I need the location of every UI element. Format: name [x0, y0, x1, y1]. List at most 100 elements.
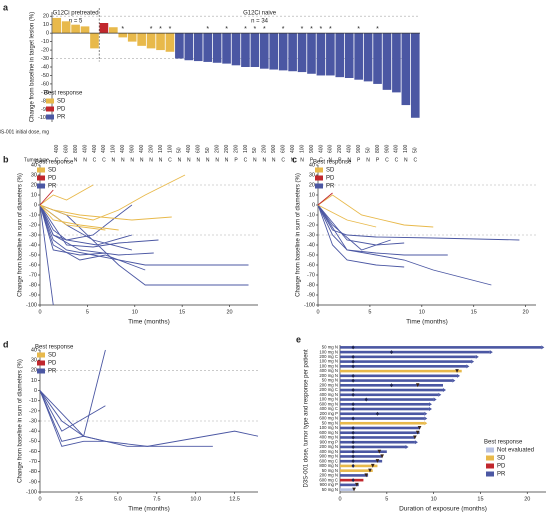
y-tick-label: -90: [29, 292, 37, 298]
legend-swatch: [486, 471, 494, 477]
exposure-bar: [340, 469, 373, 472]
legend-swatch: [37, 175, 45, 181]
bar: [259, 33, 269, 69]
exposure-bar: [340, 450, 387, 453]
row-label: 900 mg P: [320, 482, 339, 487]
group-count: n = 5: [69, 19, 83, 25]
y-tick-label: 10: [31, 192, 37, 198]
dose-label: 50: [252, 147, 258, 153]
exposure-bar: [340, 421, 425, 425]
y-tick-label: -70: [29, 459, 37, 465]
dose-label: 400: [394, 144, 400, 153]
legend-swatch: [315, 167, 323, 173]
x-axis-label: Duration of exposure (months): [399, 506, 487, 513]
tumor-type-label: N: [215, 157, 219, 163]
legend-label: SD: [57, 99, 66, 105]
tumor-type-label: P: [234, 157, 238, 163]
bar: [52, 17, 62, 34]
exposure-bar: [340, 374, 458, 378]
bar: [118, 33, 128, 38]
tumor-type-label: C: [319, 157, 323, 163]
significance-marker: *: [225, 26, 228, 33]
bar: [212, 33, 222, 63]
significance-marker: *: [121, 26, 124, 33]
row-label: 200 mg C: [319, 387, 338, 392]
dose-label: 900: [271, 144, 277, 153]
y-tick-label: 0: [312, 202, 315, 208]
exposure-bar: [340, 379, 453, 382]
tumor-type-label: C: [281, 157, 285, 163]
y-axis-label: Change from baseline in sum of diameters…: [18, 359, 24, 483]
y-tick-label: 40: [309, 162, 315, 168]
y-tick-label: -60: [29, 262, 37, 268]
bar: [231, 33, 241, 66]
y-tick-label: -40: [29, 242, 37, 248]
exposure-bar: [340, 431, 420, 435]
line-series: [317, 194, 434, 228]
y-axis-label: Change from baseline in sum of diameters…: [18, 173, 24, 297]
legend-title: Best response: [313, 160, 352, 166]
progression-marker: [415, 430, 420, 435]
exposure-bar: [340, 412, 425, 416]
row-label: 100 mg N: [319, 425, 338, 430]
dose-label: 400: [101, 144, 107, 153]
significance-marker: *: [254, 26, 257, 33]
line-series: [39, 204, 54, 306]
significance-marker: *: [150, 26, 153, 33]
legend-label: PR: [48, 184, 57, 190]
ongoing-arrow: [471, 359, 475, 364]
y-tick-label: -40: [307, 242, 315, 248]
bar: [373, 33, 382, 84]
legend-label: PD: [326, 176, 335, 182]
row-label: 800 mg N: [319, 463, 338, 468]
y-tick-label: -30: [41, 56, 49, 62]
dose-label: 900: [384, 144, 390, 153]
bar: [401, 33, 411, 106]
y-tick-label: -10: [29, 212, 37, 218]
dose-label: 400: [54, 144, 60, 153]
legend-swatch: [486, 447, 494, 453]
exposure-bar: [340, 350, 490, 354]
x-axis-label: Time (months): [128, 319, 170, 326]
tumor-type-label: P: [357, 157, 361, 163]
legend-title: Best response: [44, 91, 83, 97]
line-series: [317, 204, 492, 286]
tumor-type-label: N: [112, 157, 116, 163]
line-series: [39, 204, 106, 231]
x-tick-label: 12.5: [229, 496, 240, 502]
tumor-type-label: C: [413, 157, 417, 163]
exposure-bar: [340, 474, 369, 477]
y-tick-label: -60: [307, 262, 315, 268]
exposure-bar: [340, 398, 434, 401]
tumor-type-label: N: [178, 157, 182, 163]
row-label: 200 mg N: [319, 473, 338, 478]
y-tick-label: -50: [29, 439, 37, 445]
x-axis-label: Time (months): [406, 319, 448, 326]
row-label: 50 mg N: [322, 378, 338, 383]
dose-label: 50: [177, 147, 183, 153]
y-tick-label: -10: [29, 398, 37, 404]
tumor-type-label: N: [225, 157, 229, 163]
tumor-type-label: N: [83, 157, 87, 163]
y-tick-label: -70: [307, 272, 315, 278]
response-marker: [351, 444, 355, 449]
progression-marker: [375, 459, 380, 463]
ongoing-arrow: [475, 354, 479, 359]
line-series: [39, 204, 146, 271]
bar: [184, 33, 194, 61]
legend-swatch: [486, 463, 494, 469]
legend-swatch: [37, 368, 45, 374]
tumor-type-label: P: [338, 157, 342, 163]
x-tick-label: 5: [385, 496, 388, 502]
line-series: [39, 204, 119, 231]
dose-label: 400: [290, 144, 296, 153]
y-tick-label: 0: [34, 388, 37, 394]
dose-label: 900: [130, 144, 136, 153]
ongoing-arrow: [443, 388, 446, 393]
ongoing-arrow: [452, 378, 456, 383]
response-marker: [351, 416, 355, 421]
progression-marker: [377, 449, 382, 454]
tumor-type-label: C: [168, 157, 172, 163]
y-tick-label: -100: [26, 489, 37, 495]
exposure-bar: [340, 436, 415, 439]
